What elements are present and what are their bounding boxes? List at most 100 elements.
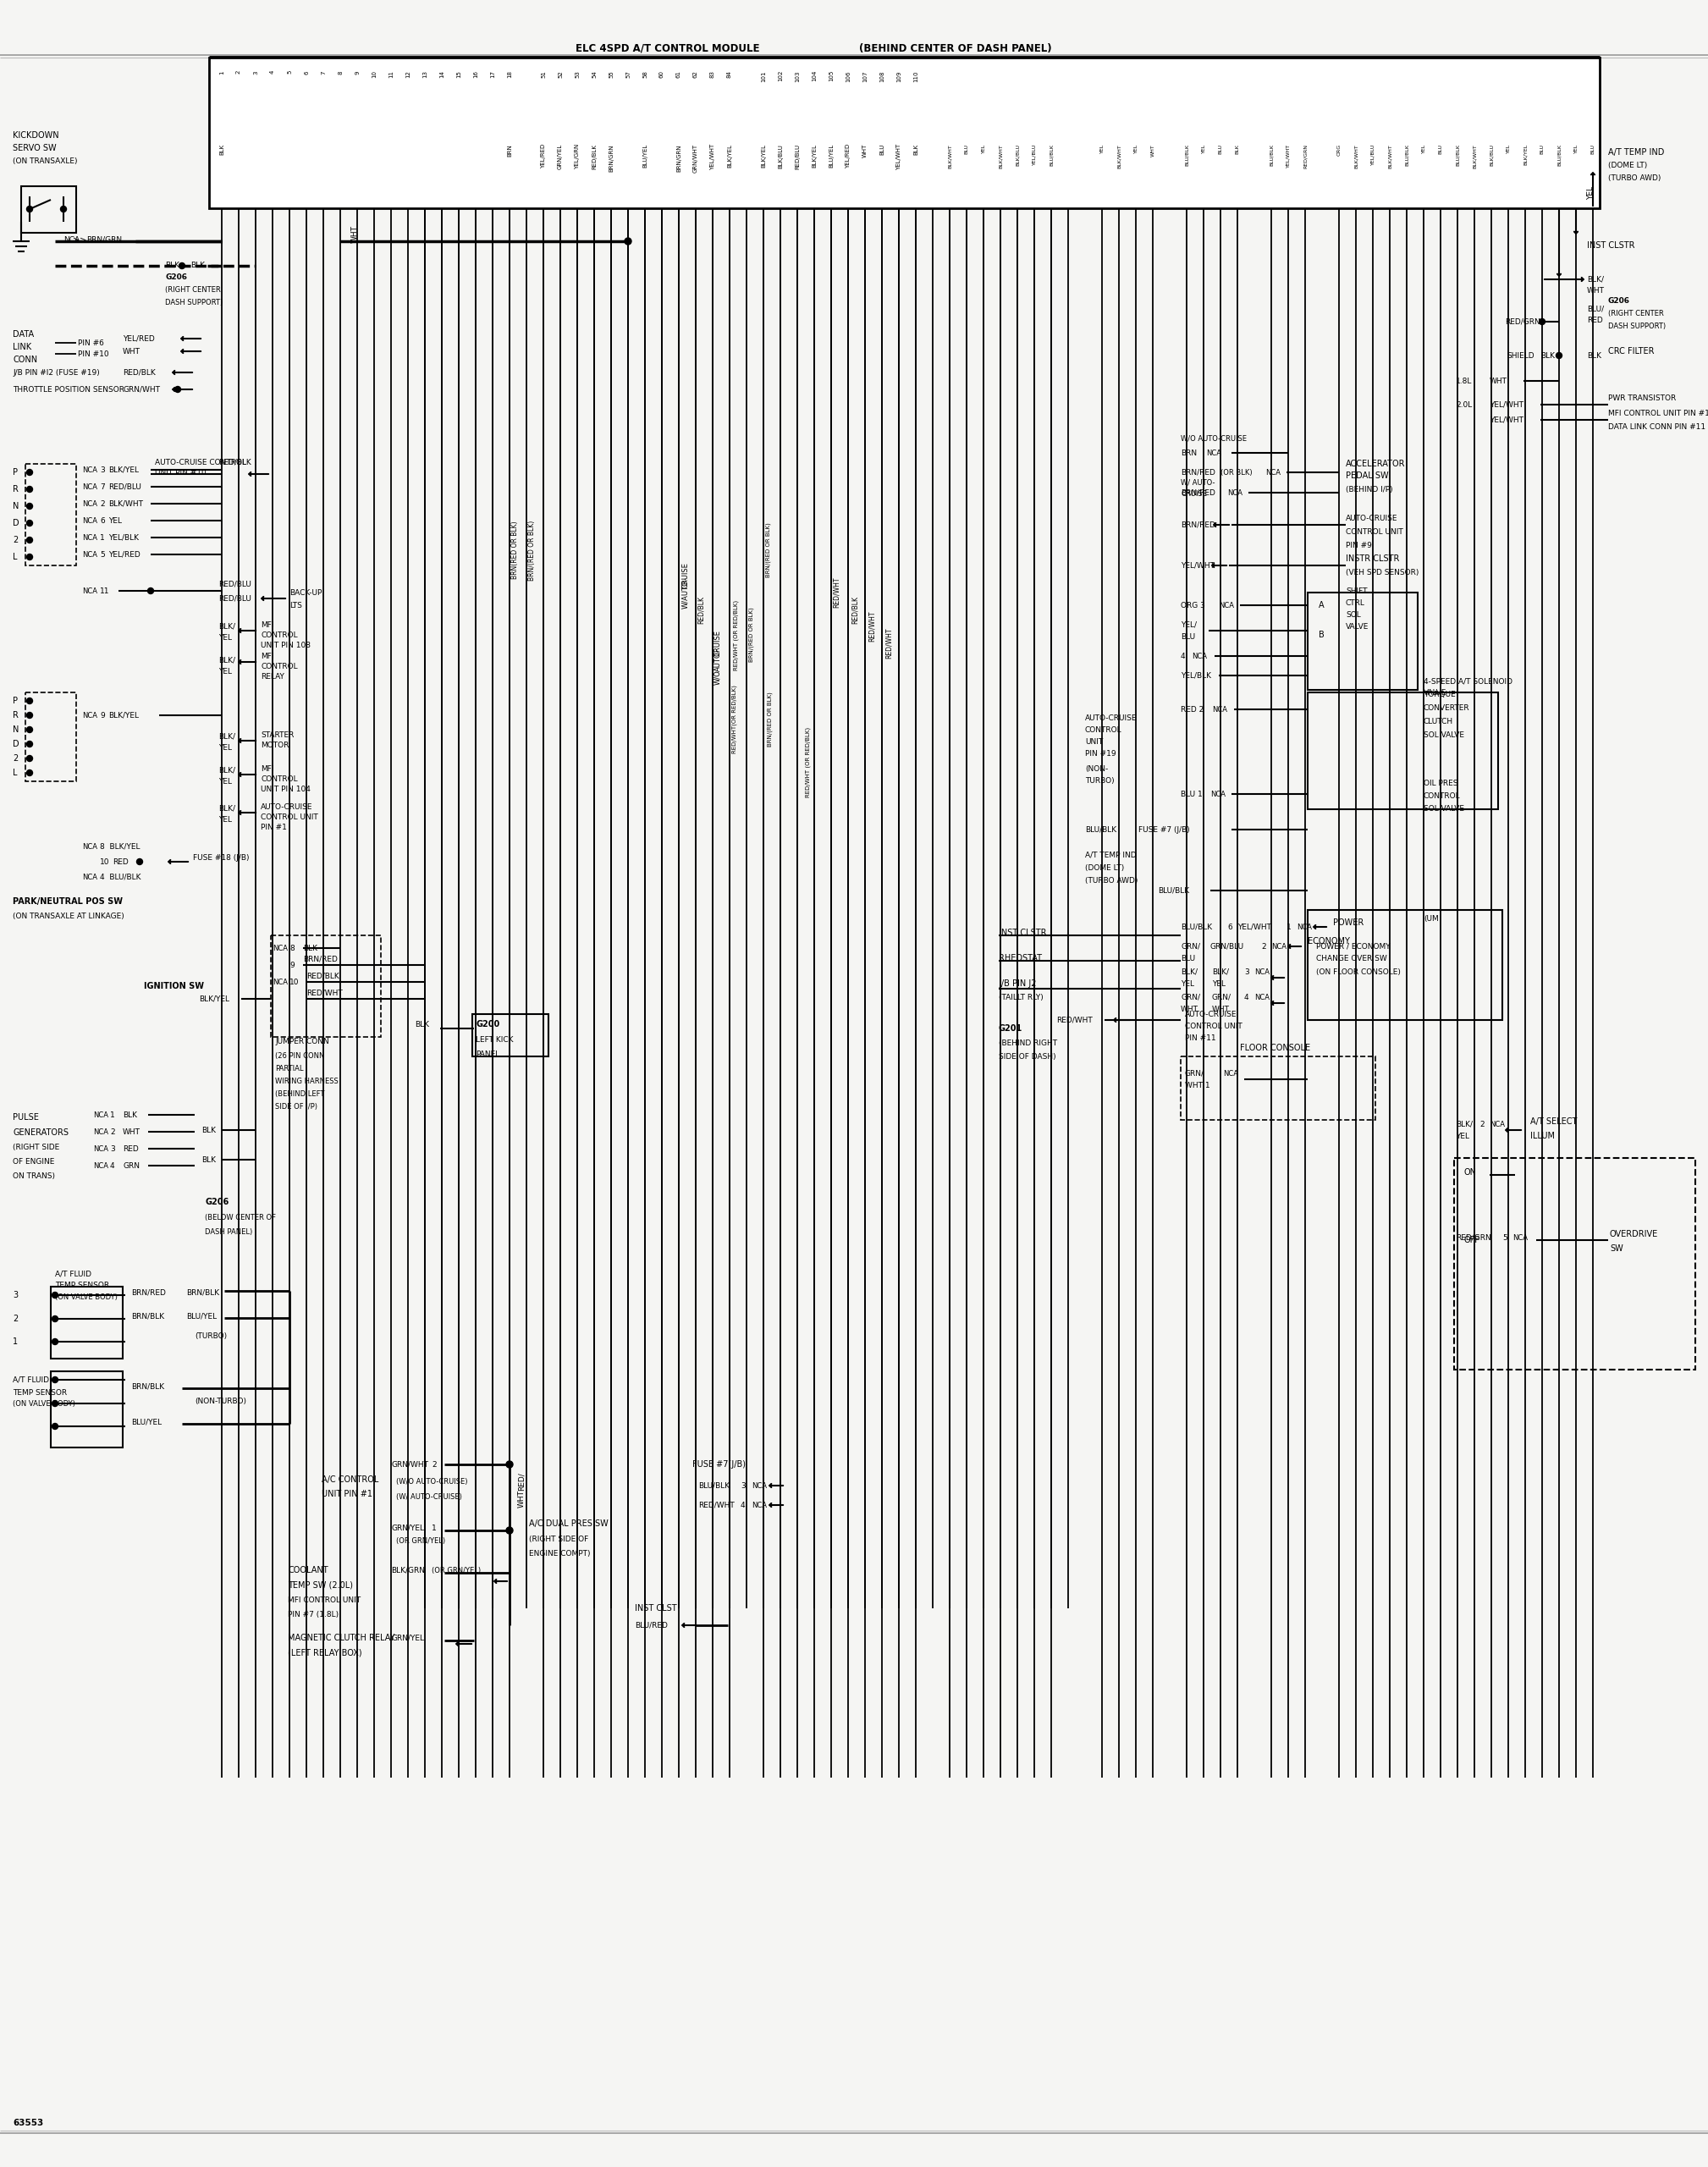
Text: WIRING HARNESS: WIRING HARNESS: [275, 1077, 338, 1086]
Text: NCA: NCA: [94, 1162, 108, 1170]
Text: MFI: MFI: [261, 652, 273, 659]
Text: YEL/RED: YEL/RED: [845, 143, 851, 169]
Text: D: D: [12, 518, 19, 527]
Text: BLU 1: BLU 1: [1180, 791, 1202, 797]
Text: ILLUM: ILLUM: [1530, 1131, 1554, 1140]
Text: RED/BLU: RED/BLU: [108, 483, 142, 490]
Text: AUTO-CRUISE: AUTO-CRUISE: [1185, 1010, 1237, 1018]
Text: G201: G201: [999, 1025, 1023, 1034]
Text: 2: 2: [12, 1315, 19, 1324]
Text: NCA: NCA: [752, 1502, 767, 1508]
Text: YEL/RED: YEL/RED: [123, 334, 155, 342]
Text: ECONOMY: ECONOMY: [1308, 936, 1349, 945]
Text: B: B: [1319, 631, 1324, 639]
Text: ON TRANS): ON TRANS): [12, 1172, 55, 1179]
Text: RED/BLK: RED/BLK: [219, 459, 251, 466]
Text: INST CLSTR: INST CLSTR: [1587, 241, 1635, 249]
Text: (LEFT RELAY BOX): (LEFT RELAY BOX): [287, 1649, 362, 1656]
Text: BLK/YEL: BLK/YEL: [108, 711, 138, 719]
Text: 109: 109: [897, 69, 902, 82]
Text: G206: G206: [1609, 297, 1629, 303]
Text: UNIT PIN 108: UNIT PIN 108: [261, 641, 311, 648]
Text: W/ AUTO-: W/ AUTO-: [1180, 479, 1214, 485]
Circle shape: [137, 858, 142, 865]
Text: 63553: 63553: [12, 2119, 43, 2128]
Text: (OR BLK): (OR BLK): [1221, 468, 1252, 477]
Text: YEL: YEL: [1455, 1131, 1469, 1140]
Text: (BEHIND CENTER OF DASH PANEL): (BEHIND CENTER OF DASH PANEL): [859, 43, 1052, 54]
Text: CRUISE: CRUISE: [681, 563, 690, 589]
Text: RED/WHT: RED/WHT: [699, 1502, 734, 1508]
Text: AUTO-CRUISE: AUTO-CRUISE: [1085, 713, 1138, 722]
Text: YEL: YEL: [1213, 979, 1226, 988]
Text: 9: 9: [289, 962, 294, 969]
Circle shape: [51, 1315, 58, 1322]
Text: (NON-: (NON-: [1085, 765, 1108, 771]
Text: NCA: NCA: [1220, 602, 1233, 609]
Text: WHT: WHT: [352, 225, 359, 243]
Circle shape: [27, 503, 32, 509]
Text: (UM: (UM: [1423, 914, 1438, 923]
Text: UNIT PIN #1: UNIT PIN #1: [321, 1491, 372, 1497]
Text: WHT: WHT: [1180, 1005, 1199, 1012]
Text: YEL: YEL: [219, 778, 232, 784]
Text: PANEL: PANEL: [475, 1051, 499, 1057]
Text: RED/GRN: RED/GRN: [1455, 1233, 1491, 1242]
Text: 106: 106: [845, 69, 851, 82]
Circle shape: [27, 741, 32, 748]
Text: WHT: WHT: [123, 347, 140, 355]
Text: IGNITION SW: IGNITION SW: [143, 982, 203, 990]
Text: BLK: BLK: [202, 1127, 215, 1133]
Text: 2: 2: [236, 69, 241, 74]
Text: NCA: NCA: [82, 873, 97, 880]
Text: 58: 58: [642, 69, 647, 78]
Text: (BEHIND I/P): (BEHIND I/P): [1346, 485, 1392, 494]
Text: RED/WHT: RED/WHT: [306, 988, 343, 997]
Text: NCA: NCA: [752, 1482, 767, 1489]
Text: 101: 101: [760, 69, 765, 82]
Text: (W/O AUTO-CRUISE): (W/O AUTO-CRUISE): [396, 1478, 468, 1484]
Text: 4  BLU/BLK: 4 BLU/BLK: [99, 873, 142, 880]
Text: RED/WHT: RED/WHT: [1056, 1016, 1093, 1023]
Circle shape: [51, 1400, 58, 1406]
Text: (OR GRN/YEL): (OR GRN/YEL): [432, 1567, 482, 1573]
Text: NCA: NCA: [82, 516, 97, 524]
Text: GENERATORS: GENERATORS: [12, 1129, 68, 1138]
Text: RED/WHT: RED/WHT: [885, 628, 893, 659]
Text: RED/BLU: RED/BLU: [219, 594, 251, 602]
Text: D: D: [12, 739, 19, 748]
Text: SHIFT: SHIFT: [1346, 587, 1368, 594]
Text: BRN: BRN: [1180, 449, 1197, 457]
Text: BLU: BLU: [880, 143, 885, 156]
Text: (OR GRN/YEL): (OR GRN/YEL): [396, 1536, 446, 1545]
Text: SHIELD: SHIELD: [1506, 351, 1534, 360]
Text: BLK: BLK: [190, 262, 205, 269]
Text: NCA: NCA: [1296, 923, 1312, 930]
Text: VALVE: VALVE: [1423, 689, 1447, 696]
Text: CRC FILTER: CRC FILTER: [1609, 347, 1655, 355]
Text: RED/BLK: RED/BLK: [851, 596, 859, 624]
Text: LEFT KICK: LEFT KICK: [475, 1036, 514, 1042]
Text: CONTROL UNIT: CONTROL UNIT: [1346, 529, 1402, 535]
Text: (TURBO): (TURBO): [195, 1333, 227, 1339]
Text: A/C DUAL PRES SW: A/C DUAL PRES SW: [529, 1519, 608, 1528]
Text: W/O AUTO-CRUISE: W/O AUTO-CRUISE: [1180, 436, 1247, 442]
Text: BLK/: BLK/: [219, 657, 236, 663]
Text: MOTOR: MOTOR: [261, 741, 289, 750]
Text: WHT: WHT: [1587, 286, 1606, 295]
Text: BRN(RED OR BLK): BRN(RED OR BLK): [511, 522, 519, 579]
Text: (DOME LT): (DOME LT): [1085, 865, 1124, 871]
Circle shape: [147, 587, 154, 594]
Text: (RIGHT SIDE: (RIGHT SIDE: [12, 1144, 60, 1151]
Circle shape: [51, 1376, 58, 1383]
Text: (TURBO AWD): (TURBO AWD): [1085, 875, 1138, 884]
Text: PWR TRANSISTOR: PWR TRANSISTOR: [1609, 394, 1676, 401]
Text: YEL: YEL: [1180, 979, 1194, 988]
Circle shape: [27, 698, 32, 704]
Text: PIN #1: PIN #1: [261, 823, 287, 830]
Text: 4-SPEED A/T SOLENOID: 4-SPEED A/T SOLENOID: [1423, 678, 1513, 685]
Text: NCA: NCA: [273, 977, 287, 986]
Text: BRN/RED: BRN/RED: [132, 1289, 166, 1296]
Text: CTRL: CTRL: [1346, 598, 1365, 607]
Circle shape: [27, 485, 32, 492]
